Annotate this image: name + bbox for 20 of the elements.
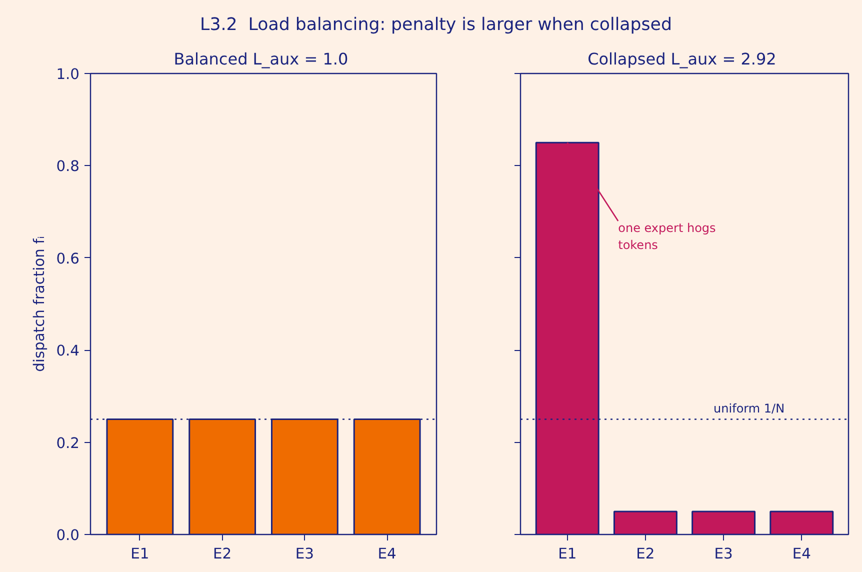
annotation: one expert hogs tokens [618, 221, 716, 252]
chart-title: Balanced L_aux = 1.0 [174, 50, 348, 68]
x-tick-label: E3 [295, 546, 314, 562]
x-tick-label: E4 [792, 546, 811, 562]
y-tick-label: 0.2 [56, 434, 80, 452]
x-tick-label: E2 [213, 546, 232, 562]
y-tick-label: 0.0 [56, 527, 80, 544]
x-tick-label: E1 [558, 546, 577, 562]
y-tick-label: 1.0 [56, 66, 80, 83]
y-tick-label: 0.8 [56, 158, 80, 176]
x-tick-label: E4 [378, 546, 396, 562]
y-tick-label: 0.6 [56, 250, 80, 268]
x-tick-label: E3 [714, 546, 733, 562]
chart-title: Collapsed L_aux = 2.92 [588, 50, 776, 68]
text: L3.2 Load balancing: penalty is larger when collapsed [200, 14, 672, 37]
y-axis-title: dispatch fraction fᵢ [31, 236, 48, 372]
y-tick-label: 0.4 [56, 342, 80, 360]
x-tick-label: E1 [130, 546, 150, 562]
ref-line-label: uniform 1/N [714, 401, 785, 416]
x-tick-label: E2 [636, 546, 655, 562]
